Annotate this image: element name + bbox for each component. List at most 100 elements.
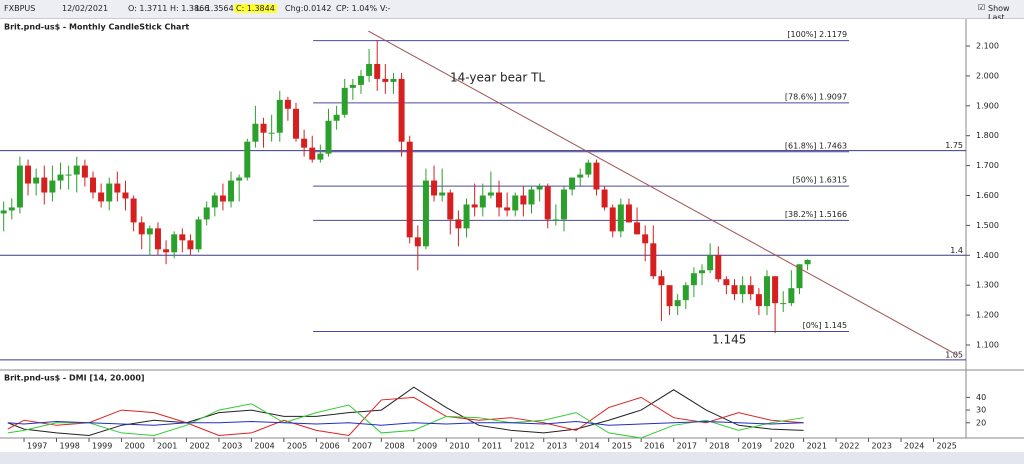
- candle-body: [658, 276, 665, 286]
- candle-body: [536, 186, 543, 190]
- candle-body: [49, 180, 56, 193]
- candle-body: [650, 243, 657, 277]
- candle-body: [219, 195, 226, 202]
- candle-body: [496, 192, 503, 208]
- candle-body: [577, 174, 584, 178]
- candle-body: [236, 177, 243, 181]
- y-tick-label: 1.800: [976, 131, 999, 140]
- show-last-checkbox[interactable]: ☑: [978, 3, 986, 12]
- x-tick-label: 2010: [449, 442, 469, 451]
- candle-body: [747, 285, 754, 295]
- candle-body: [390, 78, 397, 82]
- candle-body: [666, 285, 673, 307]
- candle-body: [796, 264, 803, 289]
- candle-body: [699, 270, 706, 274]
- candle-body: [252, 123, 259, 142]
- candle-body: [293, 108, 300, 139]
- candle-body: [309, 147, 316, 160]
- candle-body: [487, 192, 494, 196]
- candle-body: [0, 210, 7, 214]
- candle-body: [723, 279, 730, 286]
- candle-body: [8, 207, 15, 211]
- candle-body: [512, 195, 519, 211]
- candle-body: [81, 165, 88, 178]
- candle-body: [463, 204, 470, 229]
- candle-body: [325, 120, 332, 154]
- y-tick-label: 40: [976, 393, 986, 402]
- y-tick-label: 1.200: [976, 311, 999, 320]
- candle-body: [317, 153, 324, 160]
- x-tick-label: 2005: [287, 442, 307, 451]
- indicator-title: Brit.pnd-us$ - DMI [14, 20.000]: [4, 374, 145, 383]
- candle-body: [690, 273, 697, 286]
- fib-label: [38.2%] 1.5166: [785, 210, 847, 219]
- candle-body: [357, 75, 364, 85]
- candle-body: [504, 207, 511, 211]
- candle-body: [520, 195, 527, 205]
- candle-body: [268, 132, 275, 134]
- show-last[interactable]: Show Last: [988, 4, 1010, 22]
- candle-body: [715, 255, 722, 280]
- candle-body: [374, 63, 381, 79]
- candle-body: [138, 222, 145, 235]
- candle-body: [203, 207, 210, 220]
- candle-body: [560, 189, 567, 220]
- candle-body: [211, 195, 218, 208]
- candle-body: [65, 174, 72, 176]
- candle-body: [788, 288, 795, 304]
- candle-body: [73, 165, 80, 175]
- candle-body: [106, 183, 113, 202]
- candle-body: [171, 234, 178, 253]
- candle-body: [780, 303, 787, 305]
- x-tick-label: 2007: [352, 442, 372, 451]
- low: L: 1.3564: [196, 4, 234, 13]
- x-tick-label: 1999: [92, 442, 112, 451]
- candle-body: [260, 123, 267, 133]
- y-tick-label: 1.100: [976, 340, 999, 349]
- candle-body: [682, 285, 689, 301]
- x-tick-label: 1998: [60, 442, 80, 451]
- y-tick-label: 1.300: [976, 281, 999, 290]
- x-tick-label: 2009: [417, 442, 437, 451]
- x-tick-label: 2021: [807, 442, 827, 451]
- candle-body: [479, 195, 486, 208]
- x-tick-label: 2019: [742, 442, 762, 451]
- candle-body: [16, 165, 23, 208]
- candle-body: [763, 276, 770, 307]
- y-tick-label: 1.400: [976, 251, 999, 260]
- y-tick-label: 2.100: [976, 42, 999, 51]
- x-tick-label: 2016: [644, 442, 664, 451]
- dmi-line: [7, 396, 804, 436]
- volume: V:-: [380, 4, 391, 13]
- candle-body: [414, 237, 421, 247]
- y-tick-label: 20: [976, 418, 986, 427]
- candle-body: [439, 192, 446, 196]
- candle-body: [755, 294, 762, 307]
- scrollbar[interactable]: [0, 452, 1024, 464]
- candle-body: [154, 228, 161, 250]
- candle-body: [431, 180, 438, 196]
- candle-body: [609, 207, 616, 232]
- candle-body: [406, 141, 413, 238]
- chart-title: Brit.pnd-us$ - Monthly CandleStick Chart: [4, 23, 189, 32]
- dmi-line: [7, 420, 804, 426]
- x-tick-label: 2024: [904, 442, 924, 451]
- candle-body: [341, 87, 348, 115]
- x-tick-label: 2012: [514, 442, 534, 451]
- x-tick-label: 2018: [709, 442, 729, 451]
- candle-body: [804, 259, 811, 265]
- candle-body: [585, 162, 592, 175]
- candle-body: [187, 240, 194, 250]
- y-tick-label: 1.500: [976, 221, 999, 230]
- candle-body: [544, 186, 551, 220]
- x-tick-label: 2017: [677, 442, 697, 451]
- candle-body: [98, 192, 105, 202]
- candle-body: [707, 255, 714, 271]
- candle-body: [25, 165, 32, 184]
- dmi-line: [7, 403, 804, 439]
- date: 12/02/2021: [62, 4, 109, 13]
- candle-body: [228, 180, 235, 202]
- candle-body: [528, 189, 535, 205]
- background: [0, 19, 1024, 464]
- candle-body: [674, 300, 681, 307]
